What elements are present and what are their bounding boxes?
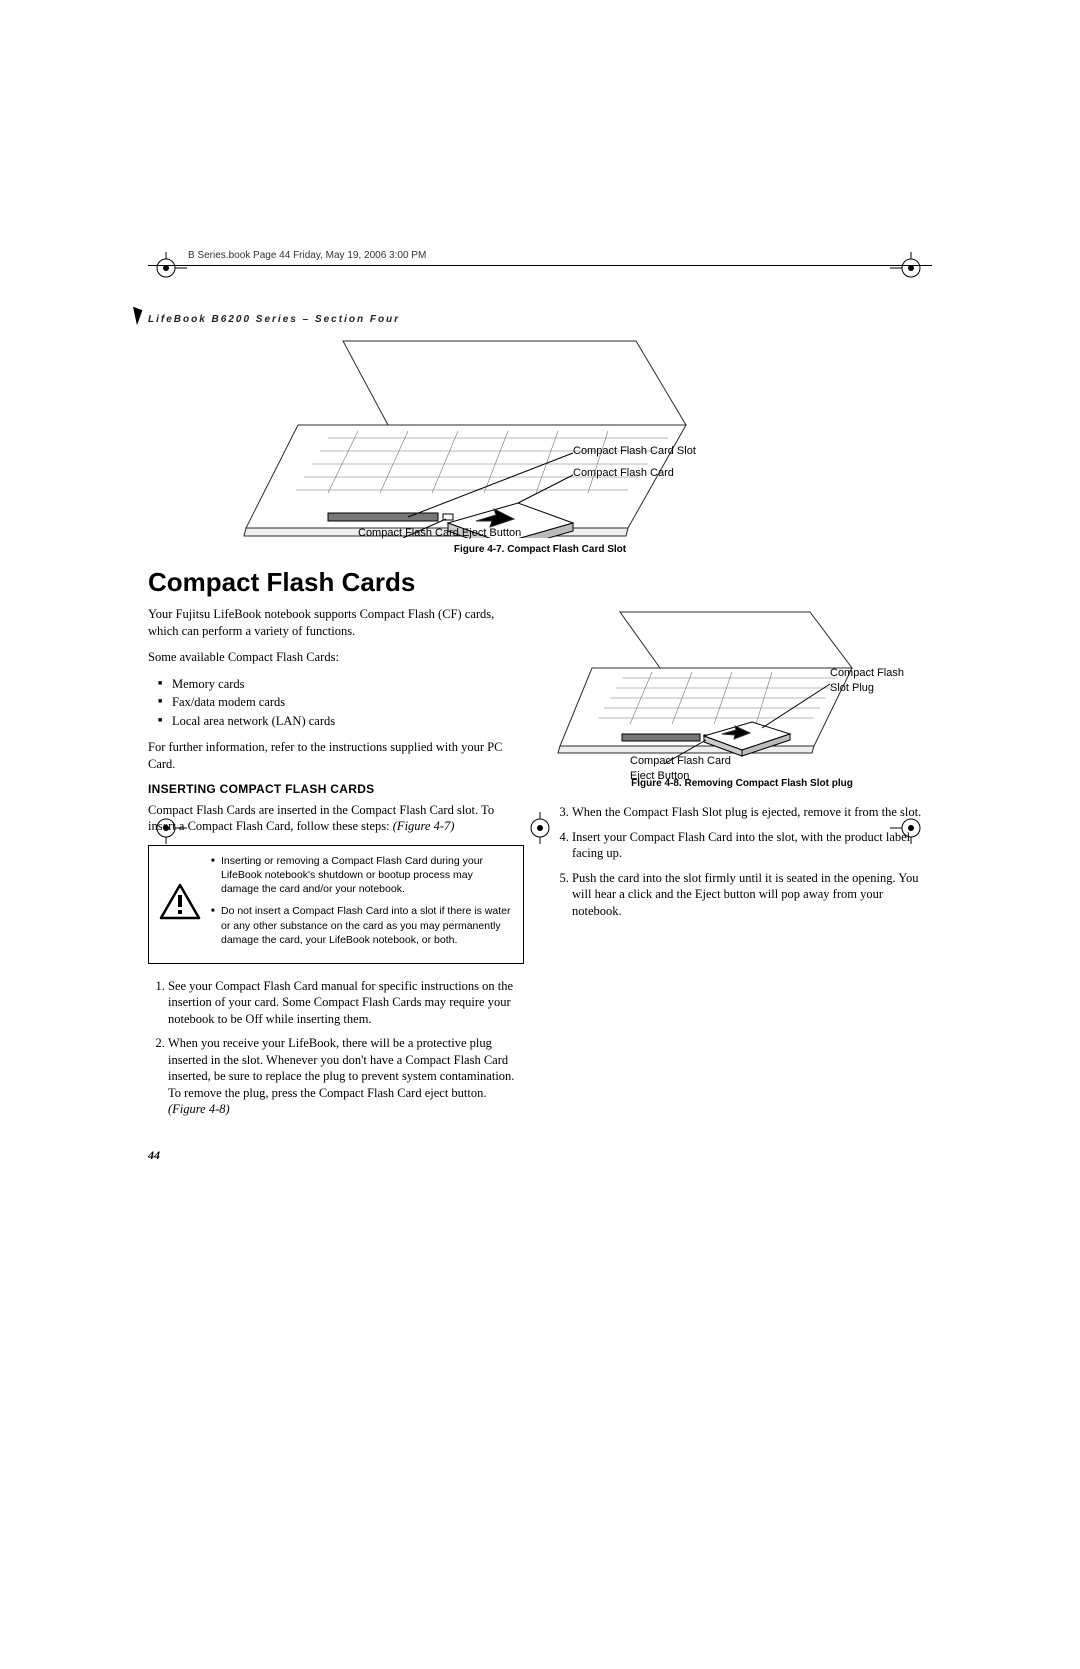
step-2: When you receive your LifeBook, there wi… — [168, 1035, 524, 1118]
laptop-illustration-47 — [148, 333, 928, 538]
left-column: Your Fujitsu LifeBook notebook supports … — [148, 606, 524, 1164]
callout-eject: Compact Flash Card Eject Button — [358, 527, 521, 539]
step-1: See your Compact Flash Card manual for s… — [168, 978, 524, 1028]
right-column: Compact Flash Slot Plug Compact Flash Ca… — [552, 606, 932, 1164]
callout-slot: Compact Flash Card Slot — [573, 445, 696, 457]
available-label: Some available Compact Flash Cards: — [148, 649, 524, 666]
inserting-subhead: INSERTING COMPACT FLASH CARDS — [148, 782, 524, 798]
callout-plug: Compact Flash Slot Plug — [830, 666, 920, 695]
header-rule — [148, 265, 932, 266]
step-2-figure-ref: (Figure 4-8) — [168, 1102, 230, 1116]
caution-item: Inserting or removing a Compact Flash Ca… — [221, 854, 513, 897]
insert-figure-ref: (Figure 4-7) — [393, 819, 455, 833]
crop-mark-tr — [890, 252, 922, 284]
callout-eject-48: Compact Flash Card Eject Button — [630, 754, 750, 783]
warning-icon — [159, 883, 201, 926]
running-header: B Series.book Page 44 Friday, May 19, 20… — [188, 250, 932, 261]
caution-box: Inserting or removing a Compact Flash Ca… — [148, 845, 524, 964]
step-5: Push the card into the slot firmly until… — [572, 870, 932, 920]
available-list: Memory cards Fax/data modem cards Local … — [148, 676, 524, 730]
steps-1-2: See your Compact Flash Card manual for s… — [148, 978, 524, 1118]
crop-mark-mb — [524, 812, 556, 844]
list-item: Memory cards — [172, 676, 524, 693]
step-2-text: When you receive your LifeBook, there wi… — [168, 1036, 514, 1100]
section-label: LifeBook B6200 Series – Section Four — [148, 314, 932, 325]
caution-text: Inserting or removing a Compact Flash Ca… — [211, 854, 513, 955]
figure-4-7: Compact Flash Card Slot Compact Flash Ca… — [148, 333, 932, 538]
step-4: Insert your Compact Flash Card into the … — [572, 829, 932, 862]
further-info: For further information, refer to the in… — [148, 739, 524, 772]
caution-item: Do not insert a Compact Flash Card into … — [221, 904, 513, 947]
crop-mark-bl — [155, 812, 187, 844]
steps-3-5: When the Compact Flash Slot plug is ejec… — [552, 804, 932, 919]
list-item: Fax/data modem cards — [172, 694, 524, 711]
figure-4-7-caption: Figure 4-7. Compact Flash Card Slot — [148, 544, 932, 555]
callout-card: Compact Flash Card — [573, 467, 674, 479]
intro-paragraph: Your Fujitsu LifeBook notebook supports … — [148, 606, 524, 639]
figure-4-8: Compact Flash Slot Plug Compact Flash Ca… — [552, 606, 932, 771]
two-column-body: Your Fujitsu LifeBook notebook supports … — [148, 606, 932, 1164]
document-page: B Series.book Page 44 Friday, May 19, 20… — [0, 0, 1080, 1224]
page-number: 44 — [148, 1148, 524, 1164]
page-title: Compact Flash Cards — [148, 567, 932, 598]
insert-paragraph: Compact Flash Cards are inserted in the … — [148, 802, 524, 835]
crop-mark-br — [890, 812, 922, 844]
crop-mark-tl — [155, 252, 187, 284]
list-item: Local area network (LAN) cards — [172, 713, 524, 730]
step-3: When the Compact Flash Slot plug is ejec… — [572, 804, 932, 821]
